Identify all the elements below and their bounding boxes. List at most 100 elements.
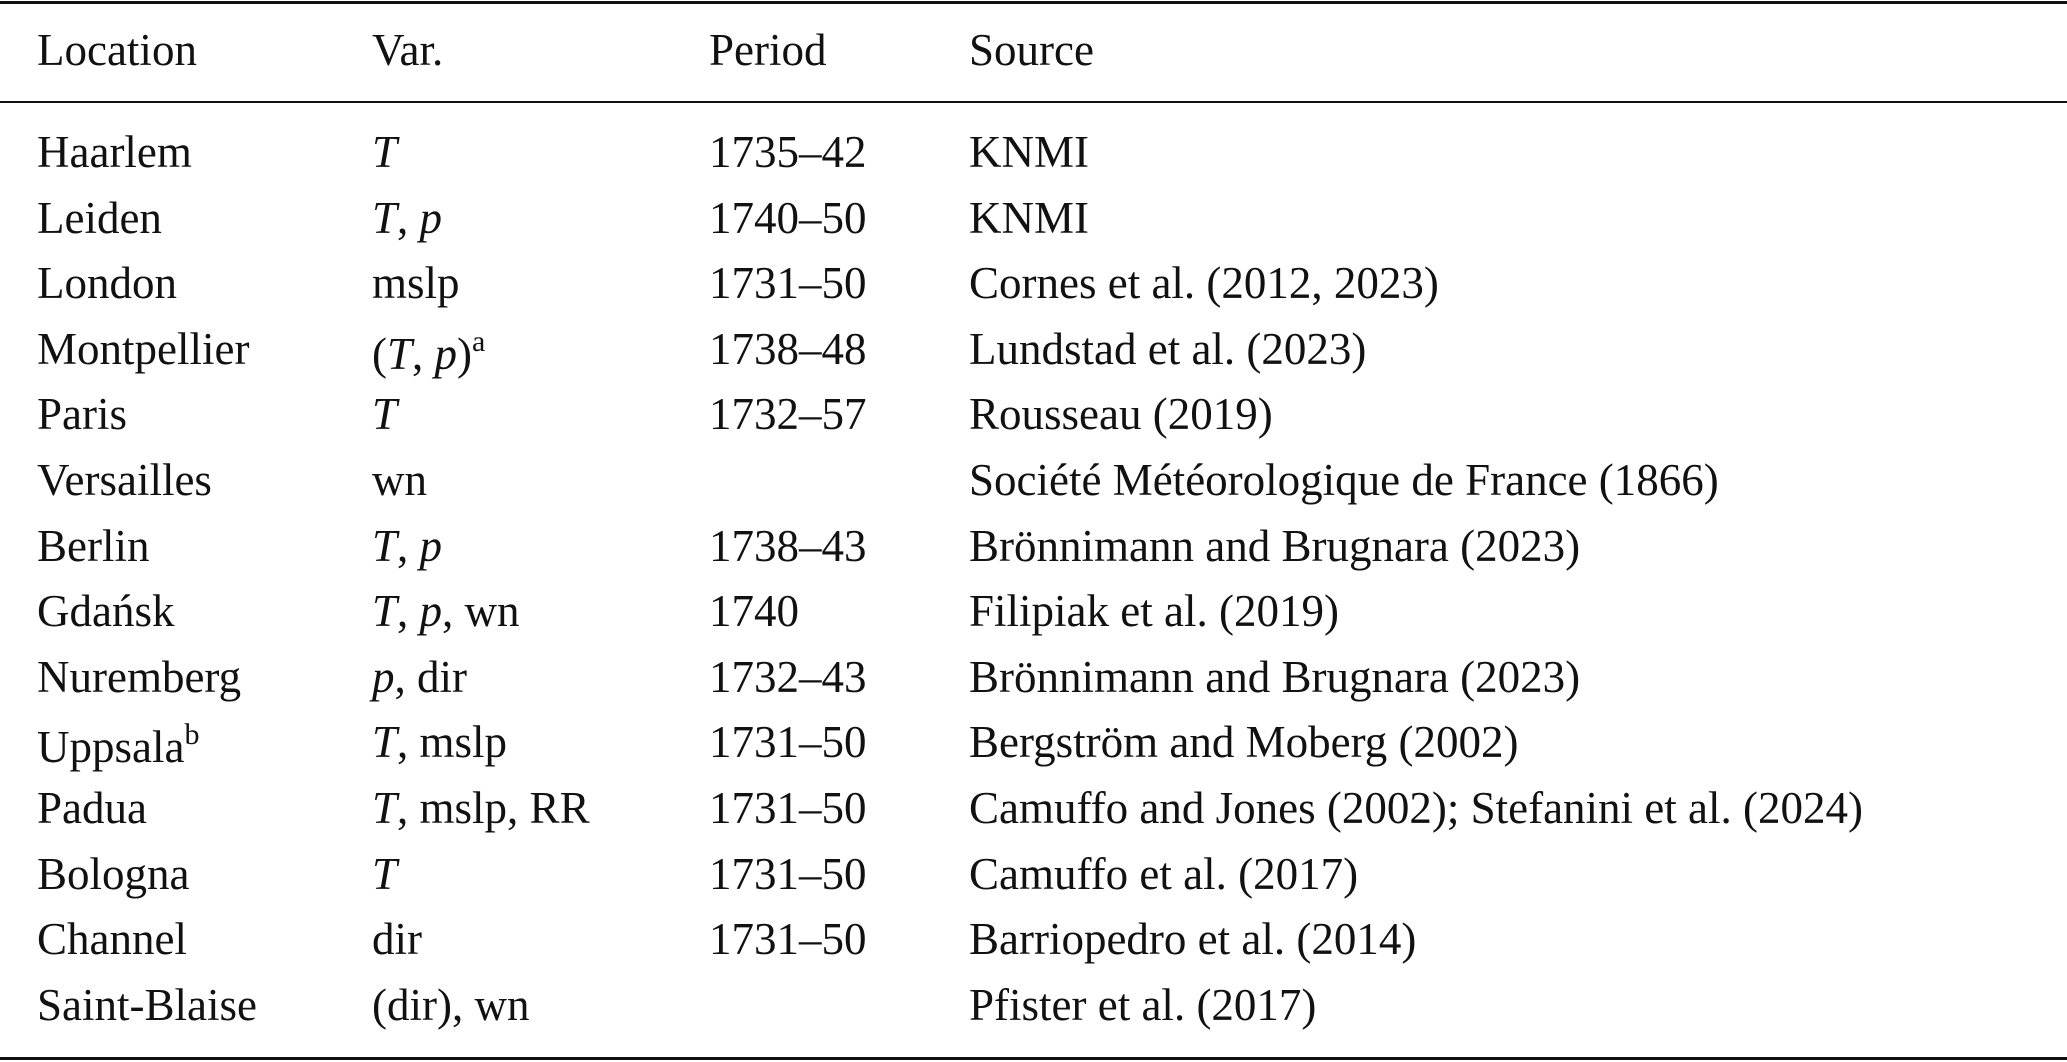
location: Uppsala: [37, 722, 185, 773]
location: Berlin: [37, 520, 150, 571]
variable: ,: [412, 328, 435, 379]
location-cell: Leiden: [37, 192, 162, 243]
period-cell: 1731–50: [709, 914, 867, 965]
var-cell: dir: [372, 917, 422, 962]
location: Nuremberg: [37, 651, 242, 702]
location-cell: Haarlem: [37, 130, 192, 175]
location: Bologna: [37, 848, 190, 899]
period-cell: 1740: [709, 586, 799, 637]
location-cell: London: [37, 261, 177, 306]
period-cell: 1732–57: [709, 389, 867, 440]
source-cell: Lundstad et al. (2023): [969, 323, 1367, 374]
source-cell: Barriopedro et al. (2014): [969, 914, 1417, 965]
location: Leiden: [37, 192, 162, 243]
variable: , dir: [394, 651, 468, 702]
variable: T: [387, 328, 413, 379]
period-cell: 1740–50: [709, 192, 867, 243]
location-cell: Montpellier: [37, 326, 249, 372]
variable: ,: [397, 586, 420, 637]
bottom-rule: [0, 1057, 2067, 1060]
location-cell: Paris: [37, 392, 127, 437]
location-cell: Uppsalab: [37, 720, 199, 770]
source-cell: Brönnimann and Brugnara (2023): [969, 651, 1581, 702]
variable: T: [372, 783, 398, 833]
var-cell: T: [372, 392, 397, 437]
variable: p: [372, 651, 395, 702]
variable: T: [372, 848, 398, 899]
variable: T: [372, 192, 398, 243]
var-cell: p, dir: [372, 651, 468, 702]
var-cell: (T, p)a: [372, 324, 486, 379]
variable: mslp: [372, 258, 460, 309]
location: Paris: [37, 389, 127, 440]
source-cell: KNMI: [969, 192, 1089, 243]
variable: ,: [397, 520, 420, 571]
header-cell: Source: [969, 25, 1094, 75]
variable: T: [372, 586, 398, 637]
location-cell: Padua: [37, 786, 147, 831]
header-cell: Period: [709, 25, 827, 75]
var-cell: T, p, wn: [372, 589, 520, 634]
variable: , mslp: [397, 717, 508, 768]
variable: p: [419, 192, 443, 243]
source-cell: Camuffo and Jones (2002); Stefanini et a…: [969, 783, 1863, 833]
location-cell: Nuremberg: [37, 651, 242, 702]
variable: ,: [397, 192, 420, 243]
variable: p: [434, 328, 458, 379]
variable: dir: [372, 914, 422, 965]
variable: , mslp, RR: [397, 783, 590, 833]
variable: T: [372, 717, 398, 768]
location-cell: Channel: [37, 917, 187, 962]
location: Padua: [37, 783, 147, 833]
period-cell: 1731–50: [709, 258, 867, 309]
location-cell: Gdańsk: [37, 589, 174, 634]
variable: (dir), wn: [372, 979, 530, 1030]
var-cell: mslp: [372, 261, 460, 306]
variable: p: [419, 520, 443, 571]
header-cell: Var.: [372, 25, 444, 75]
source-cell: Rousseau (2019): [969, 389, 1273, 440]
location: Haarlem: [37, 127, 192, 177]
period-cell: 1731–50: [709, 717, 867, 768]
location: Gdańsk: [37, 586, 175, 637]
location: Saint-Blaise: [37, 979, 257, 1030]
location-cell: Versailles: [37, 458, 212, 503]
header-cell: Location: [37, 25, 197, 75]
source-cell: Bergström and Moberg (2002): [969, 717, 1519, 768]
footnote-mark: b: [184, 718, 200, 752]
var-cell: T, p: [372, 192, 443, 243]
location: London: [37, 258, 177, 309]
header-rule: [0, 101, 2067, 103]
location-cell: Berlin: [37, 520, 150, 571]
footnote-mark: a: [472, 324, 486, 358]
location: Versailles: [37, 455, 212, 505]
var-cell: T: [372, 848, 398, 899]
var-cell: (dir), wn: [372, 979, 530, 1030]
period-cell: 1731–50: [709, 848, 867, 899]
variable: T: [372, 389, 398, 440]
source-cell: Cornes et al. (2012, 2023): [969, 258, 1439, 309]
period-cell: 1731–50: [709, 783, 867, 833]
var-cell: T, mslp, RR: [372, 786, 590, 831]
period-cell: 1738–48: [709, 323, 867, 374]
location: Channel: [37, 914, 187, 965]
period-cell: 1732–43: [709, 651, 867, 702]
variable: T: [372, 127, 398, 177]
location-cell: Bologna: [37, 848, 190, 899]
variable: wn: [372, 455, 427, 505]
variable: p: [419, 586, 443, 637]
variable: ): [457, 328, 473, 379]
source-cell: Camuffo et al. (2017): [969, 848, 1359, 899]
source-cell: KNMI: [969, 127, 1089, 177]
var-cell: T, p: [372, 520, 443, 571]
period-cell: 1735–42: [709, 127, 867, 177]
top-rule: [0, 1, 2067, 4]
source-cell: Pfister et al. (2017): [969, 979, 1317, 1030]
location-cell: Saint-Blaise: [37, 979, 257, 1030]
variable: , wn: [442, 586, 520, 637]
var-cell: T: [372, 130, 397, 175]
variable: T: [372, 520, 398, 571]
source-cell: Filipiak et al. (2019): [969, 586, 1339, 637]
var-cell: wn: [372, 458, 427, 503]
var-cell: T, mslp: [372, 720, 507, 765]
